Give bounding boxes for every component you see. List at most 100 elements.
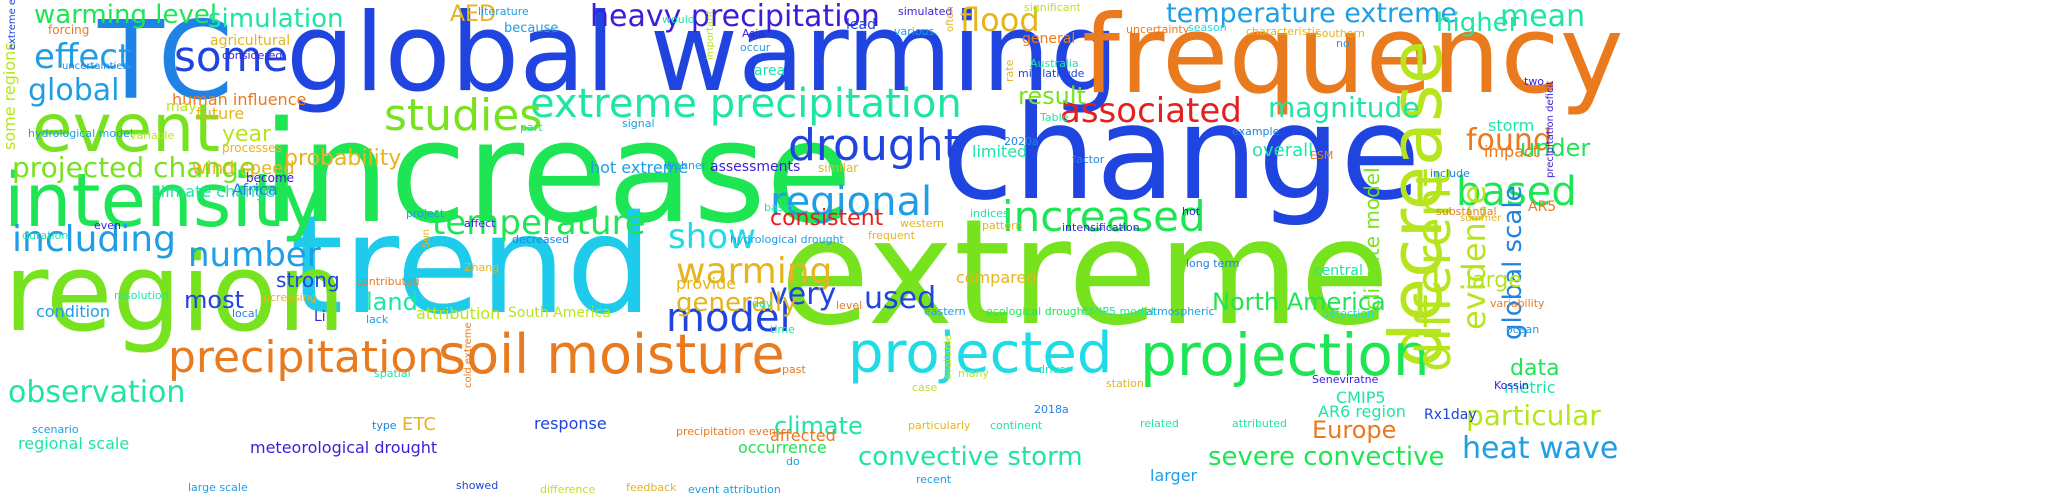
word-simulated: simulated xyxy=(898,5,953,18)
word-general: general xyxy=(1022,31,1076,47)
word-precipitation: precipitation xyxy=(168,332,446,383)
word-become: become xyxy=(246,171,295,185)
word-driver: driver xyxy=(1038,363,1071,376)
word-aed: AED xyxy=(450,2,496,27)
word-south-america: South America xyxy=(508,305,611,321)
word-particular: particular xyxy=(1466,399,1601,432)
word-europe: Europe xyxy=(1312,416,1397,444)
word-increased: increased xyxy=(1002,192,1206,241)
word-metric: metric xyxy=(1504,378,1556,397)
word-would: would xyxy=(662,13,695,26)
word-duration: duration xyxy=(22,229,69,242)
word-asia: Asia xyxy=(742,27,766,40)
word-season: season xyxy=(1188,21,1227,34)
word-event: event xyxy=(32,90,220,167)
word-lead: lead xyxy=(846,17,876,33)
word-etc: ETC xyxy=(402,414,436,435)
word-rate: rate xyxy=(1003,59,1016,82)
word-related: related xyxy=(1140,417,1179,430)
word-zhang: Zhang xyxy=(464,261,500,274)
word-project: project xyxy=(406,207,445,220)
word-projected: projected xyxy=(848,321,1113,386)
word-increasing: increasing xyxy=(260,291,317,304)
word-hot-extreme: hot extreme xyxy=(590,158,689,177)
word-available: available xyxy=(943,334,954,380)
word-generally: generally xyxy=(676,288,798,318)
word-similar: similar xyxy=(818,161,859,175)
word-case: case xyxy=(912,381,938,394)
word-very: very xyxy=(770,277,837,312)
word-regional: regional xyxy=(770,179,933,225)
word-recent: recent xyxy=(916,473,952,486)
word-literature: literature xyxy=(478,5,529,18)
word-event-attribution: event attribution xyxy=(688,483,781,496)
word-consistent: consistent xyxy=(770,206,884,231)
word-strong: strong xyxy=(276,268,340,292)
word-projection: projection xyxy=(1140,321,1430,389)
word-increase: increase xyxy=(262,92,853,255)
word-no: no xyxy=(1336,37,1350,50)
word-ar6-region: AR6 region xyxy=(1318,402,1406,421)
word-storm: storm xyxy=(1488,116,1535,135)
word-different: different xyxy=(1406,168,1462,372)
word-contributed: contributed xyxy=(356,275,420,288)
word-difference: difference xyxy=(540,483,596,496)
word-detection: detection xyxy=(1322,307,1374,320)
word-future: future xyxy=(196,104,245,123)
word-eastern: eastern xyxy=(924,305,966,318)
word-trend: trend xyxy=(290,187,653,345)
word-global-scale: global scale xyxy=(1498,185,1528,340)
word-data: data xyxy=(1510,356,1560,381)
word-showed: showed xyxy=(456,479,499,492)
word-observation: observation xyxy=(8,375,186,410)
word-may: may xyxy=(166,99,197,115)
word-ecological-drought: ecological drought xyxy=(986,305,1088,318)
word-decreased: decreased xyxy=(512,233,570,246)
word-lack: lack xyxy=(366,313,389,326)
word-simulation: simulation xyxy=(208,4,344,34)
word-frequency: frequency xyxy=(1082,0,1624,118)
word-seneviratne: Seneviratne xyxy=(1312,373,1379,386)
word-under: under xyxy=(1520,134,1591,162)
word-western: western xyxy=(900,217,944,230)
word-flood: flood xyxy=(960,1,1040,39)
word-soil-moisture: soil moisture xyxy=(438,323,785,386)
word-continent: continent xyxy=(990,419,1043,432)
word-uncertainties: uncertainties xyxy=(62,61,128,72)
word-projected-change: projected change xyxy=(12,151,257,184)
word-australia: Australia xyxy=(1030,57,1079,70)
word-hot: hot xyxy=(1182,205,1201,218)
word-even: even xyxy=(94,219,122,232)
word-spatial: spatial xyxy=(374,367,411,380)
word-processes: processes xyxy=(222,141,282,155)
word-warming-level: warming level xyxy=(34,0,218,30)
word-sun: Sun xyxy=(421,228,432,248)
word-past: past xyxy=(782,363,806,376)
word-region: region xyxy=(4,231,346,356)
word-feedback: feedback xyxy=(626,481,677,494)
word-magnitude: magnitude xyxy=(1268,91,1420,124)
word-higher: higher xyxy=(1436,8,1520,38)
word-summer: summer xyxy=(1460,213,1502,224)
word-affected: affected xyxy=(770,426,836,445)
word-resolution: resolution xyxy=(114,289,169,302)
word-larger: larger xyxy=(1150,466,1198,485)
word-local: local xyxy=(232,307,258,320)
word-li: Li xyxy=(314,309,326,325)
word-significant: significant xyxy=(1024,1,1081,14)
word-scenario: scenario xyxy=(32,423,79,436)
word-variable: variable xyxy=(130,129,175,142)
word-mean: mean xyxy=(1500,0,1586,34)
word-often: often xyxy=(945,6,956,32)
word-number: number xyxy=(188,235,321,275)
word-effect: effect xyxy=(34,37,132,77)
word-intensity: intensity xyxy=(4,158,325,244)
word-time: time xyxy=(770,323,795,336)
word-example: example xyxy=(1232,125,1280,138)
word-southern: southern xyxy=(1316,27,1365,40)
word-indices: indices xyxy=(970,207,1009,220)
word-human-influence: human influence xyxy=(172,90,307,109)
word-provide: provide xyxy=(676,274,737,293)
word-studies: studies xyxy=(384,90,543,141)
word-compared: compared xyxy=(956,268,1037,287)
